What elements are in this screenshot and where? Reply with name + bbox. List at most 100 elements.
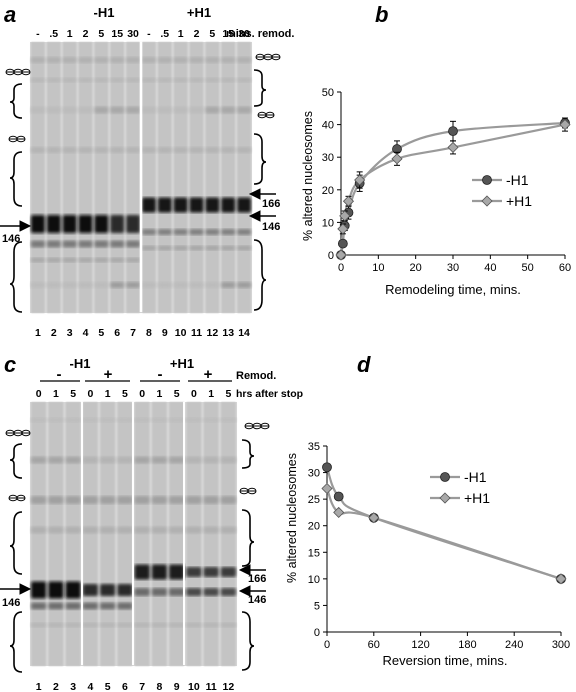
gel-band bbox=[46, 106, 61, 114]
gel-band bbox=[65, 526, 81, 534]
point-plus-h1 bbox=[339, 210, 351, 222]
lane-number: 4 bbox=[83, 327, 89, 339]
gel-band bbox=[117, 602, 133, 610]
lane-time-label: 2 bbox=[83, 28, 89, 40]
gel-band bbox=[157, 229, 172, 235]
gel-band bbox=[65, 417, 81, 423]
gel-band bbox=[78, 282, 93, 288]
gel-band bbox=[157, 282, 172, 288]
gel-band bbox=[100, 526, 116, 534]
lane-number: 3 bbox=[67, 327, 73, 339]
lane-smear bbox=[83, 402, 98, 666]
x-tick-label: 10 bbox=[372, 262, 384, 274]
y-tick-label: 10 bbox=[308, 574, 320, 586]
gel-band bbox=[31, 622, 47, 628]
legend-d: -H1+H1 bbox=[430, 469, 490, 506]
remod-sign-4: + bbox=[204, 366, 213, 383]
legend-b: -H1+H1 bbox=[472, 172, 532, 209]
lane-number: 5 bbox=[98, 327, 104, 339]
gel-lane bbox=[100, 402, 116, 666]
gel-band bbox=[46, 240, 61, 248]
gel-band bbox=[173, 57, 188, 63]
gel-band bbox=[237, 77, 252, 83]
remod-header: Remod. bbox=[236, 370, 276, 382]
lane-number: 1 bbox=[36, 681, 42, 692]
lane-time-label: 5 bbox=[70, 388, 76, 400]
lane-number: 1 bbox=[35, 327, 41, 339]
lane-time-label: 1 bbox=[178, 28, 184, 40]
y-tick-label: 25 bbox=[308, 494, 320, 506]
gel-band bbox=[48, 496, 64, 504]
gel-band bbox=[78, 57, 93, 63]
gel-band bbox=[221, 77, 236, 83]
gel-band bbox=[237, 245, 252, 251]
gel-band bbox=[221, 229, 236, 235]
gel-band bbox=[65, 581, 81, 599]
lane-smear bbox=[205, 42, 220, 313]
gel-band bbox=[82, 584, 98, 596]
gel-band bbox=[151, 564, 167, 580]
gel-band bbox=[126, 106, 141, 114]
gel-band bbox=[65, 622, 81, 628]
series-markers-d bbox=[321, 462, 567, 585]
lane-smear bbox=[62, 42, 77, 313]
gel-band bbox=[30, 215, 45, 233]
gel-band bbox=[48, 526, 64, 534]
marker-166-right-c: 166 bbox=[248, 573, 266, 585]
x-tick-label: 180 bbox=[458, 639, 476, 651]
gel-band bbox=[141, 147, 156, 153]
gel-band bbox=[100, 456, 116, 464]
gel-band bbox=[203, 567, 219, 577]
gel-band bbox=[220, 588, 236, 596]
lane-smear bbox=[152, 402, 167, 666]
gel-band bbox=[189, 147, 204, 153]
gel-band bbox=[134, 417, 150, 423]
gel-band bbox=[78, 215, 93, 233]
marker-146-right-c: 146 bbox=[248, 594, 266, 606]
point-plus-h1 bbox=[333, 506, 345, 518]
panel-letter-c: c bbox=[4, 352, 16, 377]
point-plus-h1 bbox=[555, 573, 567, 585]
gel-band bbox=[78, 240, 93, 248]
gel-lane bbox=[151, 402, 167, 666]
point-plus-h1 bbox=[447, 141, 459, 153]
gel-lane bbox=[134, 402, 150, 666]
gel-band bbox=[205, 197, 220, 213]
y-tick-label: 30 bbox=[308, 468, 320, 480]
panel-letter-b: b bbox=[375, 2, 388, 27]
gel-band bbox=[46, 147, 61, 153]
x-tick-label: 30 bbox=[447, 262, 459, 274]
gel-band bbox=[62, 147, 77, 153]
lane-time-label: 1 bbox=[53, 388, 59, 400]
gel-lane bbox=[30, 42, 45, 313]
chart-d: d % altered nucleosomes Reversion time, … bbox=[285, 352, 570, 668]
gel-band bbox=[48, 622, 64, 628]
gel-band bbox=[157, 106, 172, 114]
gel-band bbox=[186, 496, 202, 504]
gel-band bbox=[189, 77, 204, 83]
lane-numbers-c: 1 2 3 4 5 6 7 8 9 10 11 12 bbox=[36, 681, 235, 692]
gel-band bbox=[141, 106, 156, 114]
gel-lane bbox=[203, 402, 219, 666]
y-tick-label: 0 bbox=[314, 627, 320, 639]
gel-band bbox=[186, 588, 202, 596]
y-axis-title-d: % altered nucleosomes bbox=[285, 453, 299, 583]
gel-band bbox=[134, 456, 150, 464]
lane-time-label: 0 bbox=[36, 388, 42, 400]
gel-band bbox=[126, 240, 141, 248]
lane-time-label: 15 bbox=[111, 28, 123, 40]
gel-lane bbox=[31, 402, 47, 666]
gel-band bbox=[126, 282, 141, 288]
y-tick-label: 40 bbox=[322, 120, 334, 132]
gel-panel-c: c -H1 +H1 - + - + Remod. hrs after stop … bbox=[0, 352, 303, 692]
x-tick-label: 0 bbox=[338, 262, 344, 274]
gel-brackets-c bbox=[9, 439, 255, 673]
gel-band bbox=[31, 417, 47, 423]
time-header: mins. remod. bbox=[226, 28, 294, 40]
lane-smear bbox=[173, 42, 188, 313]
x-tick-label: 0 bbox=[324, 639, 330, 651]
point-plus-h1 bbox=[342, 195, 355, 207]
gel-panel-a: a -H1 +H1 mins. remod. - .5 1 2 5 15 30- .5 1 2 5 1… bbox=[0, 2, 294, 339]
gel-band bbox=[65, 602, 81, 610]
gel-band bbox=[94, 282, 109, 288]
